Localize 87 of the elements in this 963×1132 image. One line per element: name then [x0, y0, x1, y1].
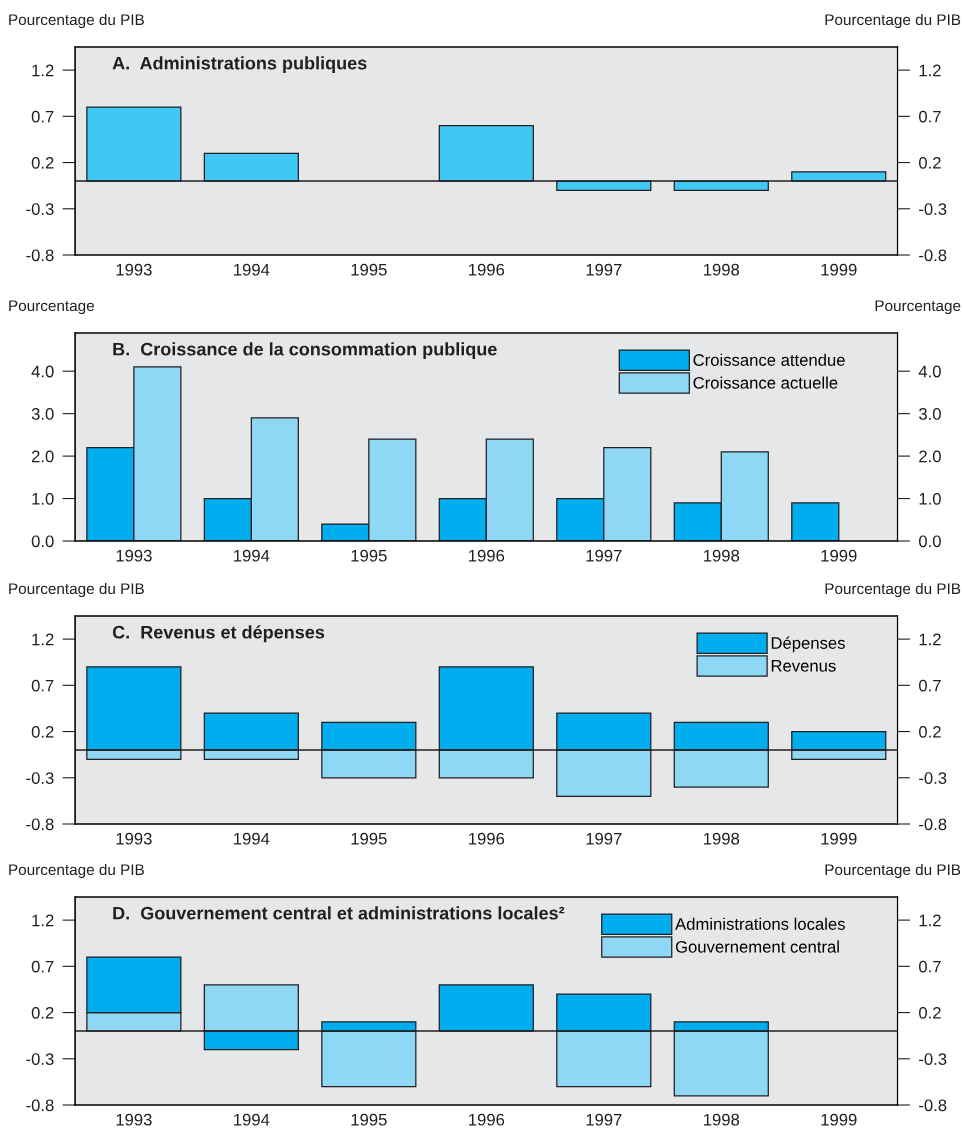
x-tick-label: 1995 — [351, 1113, 387, 1126]
x-tick-label: 1994 — [234, 832, 270, 845]
y2-tick-label: 3.0 — [918, 408, 941, 420]
x-tick-label: 1993 — [116, 263, 152, 276]
y2-tick-label: 1.2 — [919, 64, 941, 77]
x-tick-label: 1999 — [821, 263, 857, 276]
x-tick-label: 1993 — [116, 832, 152, 845]
chart-title: A. Administrations publiques — [112, 56, 367, 74]
x-tick-label: 1999 — [821, 1113, 857, 1126]
x-tick-label: 1997 — [586, 549, 622, 562]
y-tick-label: 0.7 — [31, 960, 54, 973]
y2-axis-title: Pourcentage du PIB — [825, 13, 961, 29]
chart-title: D. Gouvernement central et administrations locales² — [113, 906, 565, 920]
x-tick-label: 1999 — [821, 832, 857, 845]
y-tick-label: -0.3 — [26, 1053, 54, 1065]
legend-label: Revenus — [771, 660, 836, 672]
x-tick-label: 1999 — [821, 549, 857, 562]
x-tick-label: 1995 — [351, 549, 387, 562]
y-tick-label: 1.0 — [32, 492, 54, 505]
y-tick-label: -0.8 — [26, 249, 54, 262]
y2-tick-label: 0.2 — [919, 1006, 941, 1019]
x-tick-label: 1994 — [234, 263, 270, 276]
x-tick-label: 1996 — [469, 1113, 505, 1126]
x-tick-label: 1996 — [469, 549, 505, 562]
x-tick-label: 1998 — [704, 1113, 740, 1126]
y-tick-label: -0.8 — [26, 1099, 54, 1112]
y-tick-label: 3.0 — [31, 408, 54, 420]
x-tick-label: 1994 — [234, 1113, 270, 1126]
x-tick-label: 1993 — [116, 549, 152, 562]
y2-tick-label: 0.7 — [919, 110, 941, 123]
x-tick-label: 1993 — [116, 1113, 152, 1126]
y-tick-label: 1.2 — [32, 64, 54, 77]
y-tick-label: -0.3 — [26, 203, 54, 215]
y2-tick-label: -0.8 — [919, 1099, 947, 1112]
x-tick-label: 1997 — [586, 1113, 622, 1126]
y-tick-label: -0.8 — [26, 818, 54, 831]
legend-label: Croissance actuelle — [693, 376, 838, 389]
y2-tick-label: -0.8 — [919, 249, 947, 262]
y2-tick-label: 2.0 — [919, 450, 941, 463]
y2-tick-label: 1.2 — [919, 914, 941, 927]
y2-tick-label: -0.3 — [919, 203, 947, 215]
y2-tick-label: 0.7 — [919, 679, 941, 692]
legend-label: Dépenses — [771, 636, 845, 653]
x-tick-label: 1995 — [351, 263, 387, 276]
y-tick-label: 0.7 — [31, 679, 54, 692]
y2-tick-label: -0.3 — [919, 1053, 947, 1065]
x-tick-label: 1996 — [469, 832, 505, 845]
x-tick-label: 1998 — [704, 263, 740, 276]
x-tick-label: 1994 — [234, 549, 270, 562]
legend-label: Gouvernement central — [675, 940, 839, 953]
x-tick-label: 1995 — [351, 832, 387, 845]
y-tick-label: 0.0 — [31, 535, 54, 548]
y-tick-label: 0.7 — [31, 110, 54, 123]
y2-tick-label: 0.7 — [919, 960, 941, 973]
x-tick-label: 1997 — [586, 832, 622, 845]
chart-title: B. Croissance de la consommation publique — [113, 342, 497, 360]
y-axis-title: Pourcentage du PIB — [9, 863, 144, 879]
y-tick-label: 1.2 — [32, 914, 54, 927]
y2-tick-label: 0.2 — [919, 725, 941, 738]
x-tick-label: 1998 — [704, 832, 740, 845]
bar — [791, 502, 840, 541]
y-tick-label: 2.0 — [31, 450, 54, 463]
x-tick-label: 1996 — [469, 263, 505, 276]
x-tick-label: 1997 — [586, 263, 622, 276]
y2-axis-title: Pourcentage du PIB — [825, 582, 961, 598]
y2-axis-title: Pourcentage — [875, 300, 961, 315]
y-tick-label: 0.2 — [31, 725, 54, 738]
y-tick-label: 1.2 — [32, 633, 54, 646]
y-axis-title: Pourcentage du PIB — [9, 582, 144, 598]
y-tick-label: 0.2 — [31, 1006, 54, 1019]
y2-tick-label: 0.0 — [919, 535, 941, 548]
y2-tick-label: 1.2 — [919, 633, 941, 646]
y-tick-label: -0.3 — [26, 772, 54, 784]
legend-label: Administrations locales — [675, 917, 845, 930]
y-tick-label: 0.2 — [31, 156, 54, 169]
y2-axis-title: Pourcentage du PIB — [825, 863, 961, 879]
y2-tick-label: 0.2 — [919, 156, 941, 169]
y2-tick-label: 1.0 — [919, 492, 941, 505]
legend-label: Croissance attendue — [693, 353, 845, 366]
y2-tick-label: -0.8 — [919, 818, 947, 831]
y2-tick-label: 4.0 — [918, 365, 941, 378]
y2-tick-label: -0.3 — [919, 772, 947, 784]
y-tick-label: 4.0 — [31, 365, 54, 378]
x-tick-label: 1998 — [704, 549, 740, 562]
y-axis-title: Pourcentage du PIB — [9, 13, 144, 29]
y-axis-title: Pourcentage — [9, 300, 94, 315]
chart-title: C. Revenus et dépenses — [112, 625, 325, 643]
